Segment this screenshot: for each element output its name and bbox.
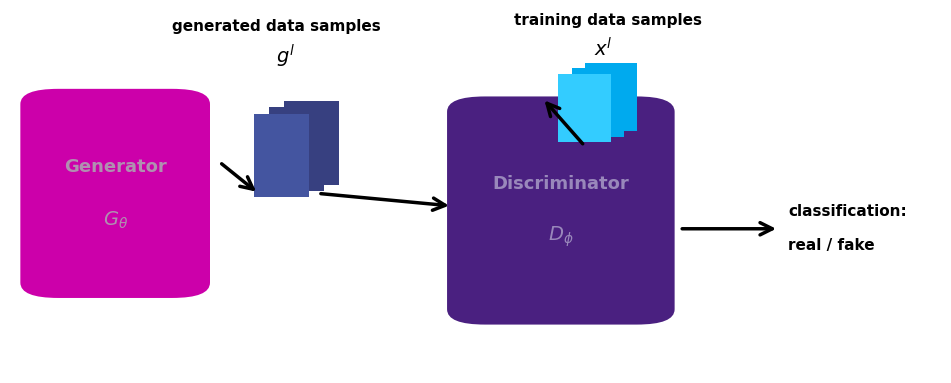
Text: $g^l$: $g^l$ (277, 43, 296, 70)
Text: Generator: Generator (64, 158, 166, 176)
Text: $G_{\theta}$: $G_{\theta}$ (103, 210, 127, 231)
Text: $D_{\phi}$: $D_{\phi}$ (548, 225, 573, 249)
Text: classification:: classification: (788, 204, 907, 219)
FancyBboxPatch shape (585, 63, 637, 131)
Text: training data samples: training data samples (514, 13, 702, 28)
FancyBboxPatch shape (447, 97, 674, 324)
FancyBboxPatch shape (284, 101, 339, 185)
Text: generated data samples: generated data samples (172, 19, 380, 34)
FancyBboxPatch shape (572, 68, 624, 137)
Text: $x^l$: $x^l$ (594, 37, 612, 61)
FancyBboxPatch shape (558, 74, 611, 142)
Text: real / fake: real / fake (788, 238, 875, 254)
Text: Discriminator: Discriminator (493, 175, 630, 193)
FancyBboxPatch shape (254, 113, 309, 197)
FancyBboxPatch shape (20, 89, 210, 298)
FancyBboxPatch shape (269, 108, 323, 191)
